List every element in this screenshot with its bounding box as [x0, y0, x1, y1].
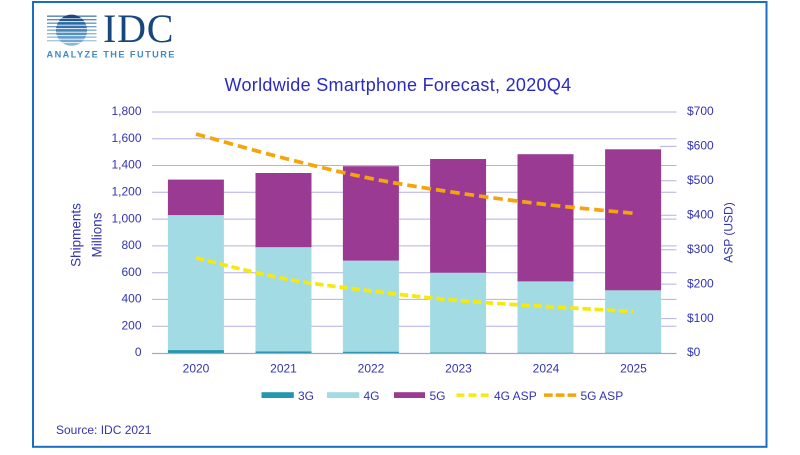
svg-text:1,600: 1,600 — [111, 131, 141, 145]
svg-text:1,000: 1,000 — [111, 211, 141, 225]
svg-text:$200: $200 — [687, 276, 714, 290]
svg-text:800: 800 — [121, 238, 141, 252]
svg-text:IDC: IDC — [103, 6, 174, 51]
svg-text:1,800: 1,800 — [111, 104, 141, 118]
svg-text:3G: 3G — [298, 389, 314, 403]
svg-text:400: 400 — [121, 292, 141, 306]
svg-text:5G: 5G — [430, 389, 446, 403]
svg-text:$400: $400 — [687, 208, 714, 222]
svg-text:1,400: 1,400 — [111, 158, 141, 172]
svg-text:2022: 2022 — [358, 362, 385, 376]
svg-text:$500: $500 — [687, 173, 714, 187]
svg-text:2020: 2020 — [183, 362, 210, 376]
svg-text:200: 200 — [121, 318, 141, 332]
svg-text:2025: 2025 — [620, 362, 647, 376]
svg-text:2021: 2021 — [270, 362, 297, 376]
svg-text:$0: $0 — [687, 345, 701, 359]
svg-text:$700: $700 — [687, 104, 714, 118]
svg-text:Worldwide Smartphone Forecast,: Worldwide Smartphone Forecast, 2020Q4 — [225, 75, 572, 95]
svg-text:4G: 4G — [364, 389, 380, 403]
svg-text:Source: IDC 2021: Source: IDC 2021 — [56, 423, 152, 437]
svg-text:2023: 2023 — [445, 362, 472, 376]
svg-text:$300: $300 — [687, 242, 714, 256]
svg-text:0: 0 — [135, 345, 142, 359]
svg-text:Millions: Millions — [90, 212, 105, 257]
svg-text:4G ASP: 4G ASP — [494, 389, 537, 403]
svg-text:Shipments: Shipments — [69, 203, 84, 267]
svg-text:5G ASP: 5G ASP — [581, 389, 624, 403]
svg-text:2024: 2024 — [533, 362, 560, 376]
svg-text:$100: $100 — [687, 311, 714, 325]
svg-text:600: 600 — [121, 265, 141, 279]
svg-text:1,200: 1,200 — [111, 185, 141, 199]
svg-text:ANALYZE THE FUTURE: ANALYZE THE FUTURE — [47, 50, 176, 60]
svg-text:$600: $600 — [687, 139, 714, 153]
svg-text:ASP (USD): ASP (USD) — [722, 202, 736, 262]
